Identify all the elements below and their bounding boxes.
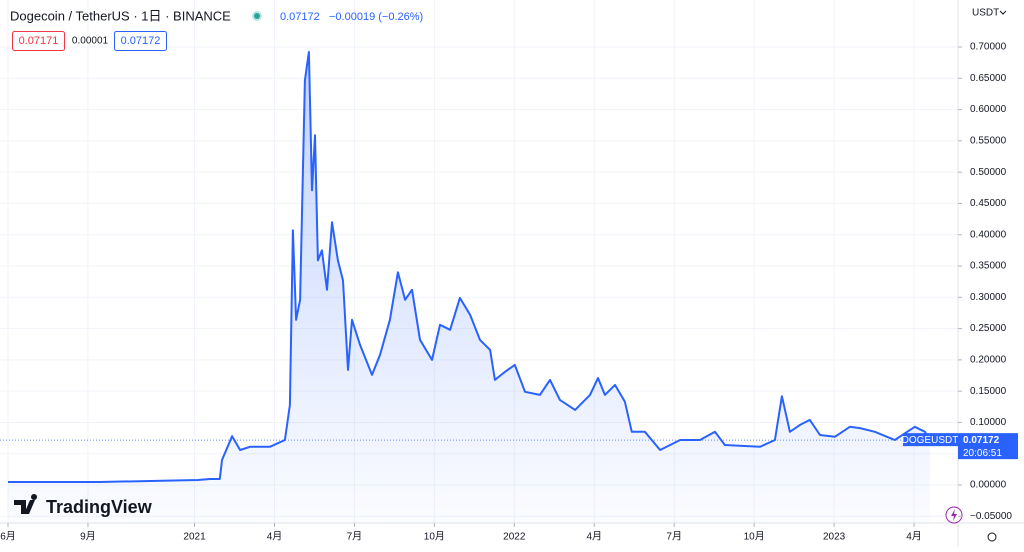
y-tick-label: −0.05000 [970,511,1012,522]
y-tick-label: 0.40000 [970,229,1007,240]
x-tick-label: 7月 [666,531,682,543]
x-tick-label: 6月 [0,531,16,543]
status-dot [254,13,260,19]
price-line [8,51,931,483]
y-tick-label: 0.55000 [970,135,1007,146]
settings-button[interactable] [987,532,997,542]
price-area [8,52,930,523]
x-tick-label: 10月 [744,531,765,543]
buy-box[interactable] [114,31,167,51]
x-tick-label: 2022 [503,532,526,543]
y-tick-label: 0.70000 [970,42,1007,53]
y-tick-label: 0.50000 [970,167,1007,178]
lightning-icon[interactable] [951,509,957,521]
brand-logo[interactable]: TradingView [14,494,153,517]
y-tick-label: 0.60000 [970,104,1007,115]
last-price: 0.07172 [280,11,320,23]
currency-selector[interactable]: USDT [972,8,999,19]
price-tag: 0.07172 [963,435,1000,446]
countdown: 20:06:51 [963,448,1002,459]
x-tick-label: 9月 [80,531,96,543]
x-tick-label: 10月 [424,531,445,543]
y-tick-label: 0.15000 [970,386,1007,397]
y-tick-label: 0.25000 [970,323,1007,334]
x-tick-label: 2021 [183,532,206,543]
y-tick-label: 0.65000 [970,73,1007,84]
y-tick-label: 0.20000 [970,355,1007,366]
symbol-tag: DOGEUSDT [902,435,959,446]
x-tick-label: 4月 [586,531,602,543]
y-tick-label: 0.35000 [970,261,1007,272]
x-tick-label: 4月 [906,531,922,543]
sell-price[interactable]: 0.07171 [19,35,59,47]
y-tick-label: 0.30000 [970,292,1007,303]
symbol-tag-box [903,433,958,447]
spread: 0.00001 [72,36,109,47]
x-tick-label: 4月 [267,531,283,543]
price-tag-box [958,433,1018,460]
buy-price[interactable]: 0.07172 [121,35,161,47]
sell-box[interactable] [12,31,65,51]
x-tick-label: 2023 [823,532,846,543]
chart-title: Dogecoin / TetherUS · 1日 · BINANCE [10,8,231,23]
brand-name[interactable]: TradingView [46,497,153,517]
logo-mark[interactable] [14,494,38,514]
y-tick-label: 0.45000 [970,198,1007,209]
currency-caret[interactable] [999,10,1007,15]
x-tick-label: 7月 [347,531,363,543]
y-tick-label: 0.10000 [970,417,1007,428]
y-tick-label: 0.00000 [970,480,1007,491]
price-change: −0.00019 (−0.26%) [329,11,423,23]
